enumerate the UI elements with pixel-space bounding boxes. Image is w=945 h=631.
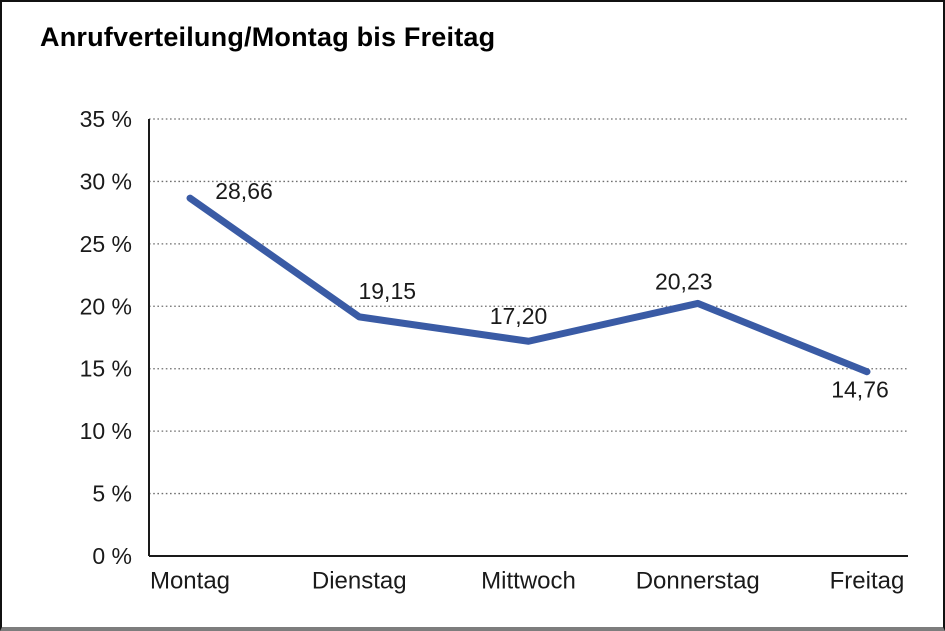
chart-title: Anrufverteilung/Montag bis Freitag — [40, 22, 496, 52]
data-label: 19,15 — [358, 278, 416, 304]
y-tick-label: 15 % — [80, 356, 132, 382]
category-label: Freitag — [830, 568, 905, 595]
y-tick-label: 30 % — [80, 168, 132, 194]
y-tick-label: 20 % — [80, 293, 132, 319]
category-label: Donnerstag — [636, 568, 760, 595]
category-label: Dienstag — [312, 568, 407, 595]
series-line — [186, 194, 871, 376]
y-tick-label: 25 % — [80, 231, 132, 257]
data-label: 28,66 — [215, 178, 273, 204]
data-label: 14,76 — [831, 377, 889, 403]
y-tick-label: 10 % — [80, 418, 132, 444]
category-label: Montag — [150, 568, 230, 595]
category-label: Mittwoch — [481, 568, 576, 595]
data-label: 20,23 — [655, 268, 713, 294]
y-tick-label: 35 % — [80, 106, 132, 132]
data-label: 17,20 — [490, 303, 548, 329]
y-tick-label: 5 % — [92, 481, 132, 507]
y-tick-label: 0 % — [92, 543, 132, 569]
